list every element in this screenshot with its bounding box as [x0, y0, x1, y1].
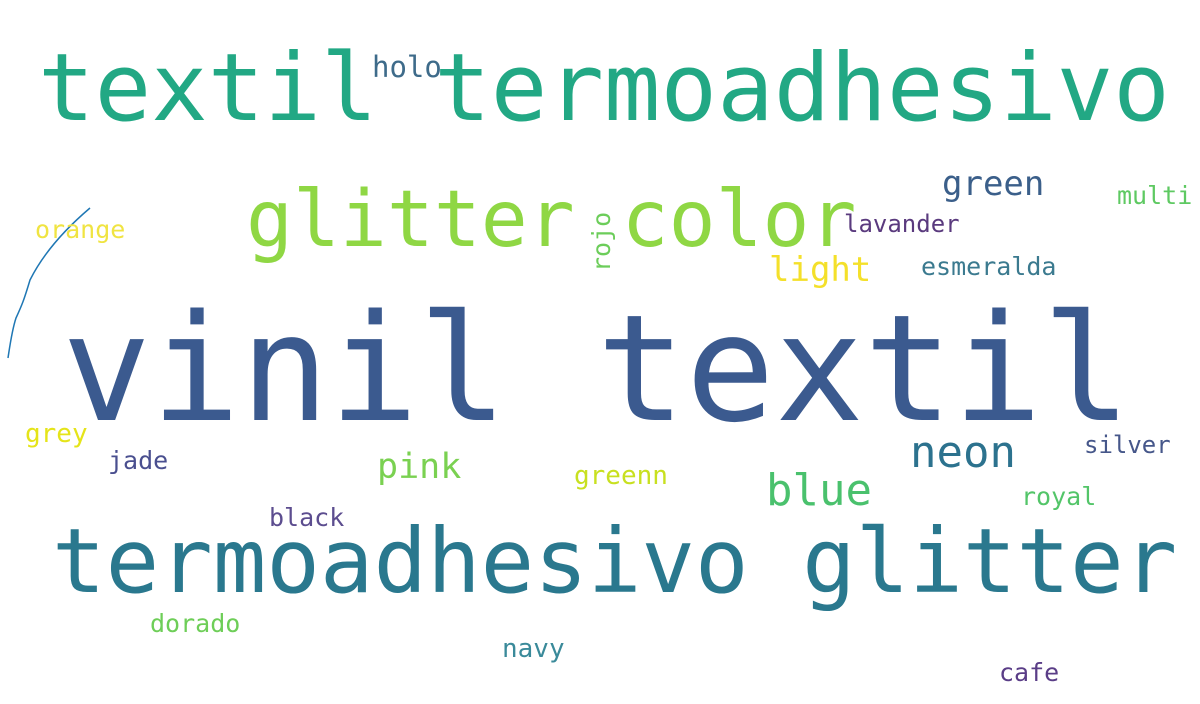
word: multi — [1117, 181, 1192, 210]
word: cafe — [999, 658, 1059, 687]
word: glitter color — [246, 175, 856, 265]
word: light — [769, 250, 871, 290]
word: orange — [35, 215, 125, 244]
word: blue — [766, 465, 872, 516]
word: greenn — [574, 461, 668, 491]
word: textil termoadhesivo — [38, 34, 1170, 143]
word: neon — [910, 427, 1016, 478]
word: vinil textil — [62, 283, 1131, 455]
word: green — [942, 164, 1044, 204]
word: grey — [25, 419, 88, 449]
word: jade — [108, 446, 168, 475]
word: black — [269, 503, 344, 532]
word: holo — [372, 50, 442, 84]
word: lavander — [844, 210, 960, 238]
word: termoadhesivo glitter — [52, 509, 1177, 613]
word: silver — [1084, 431, 1171, 459]
word: rojo — [587, 212, 616, 272]
word: esmeralda — [921, 252, 1056, 281]
stray-line — [7, 207, 91, 359]
word: pink — [377, 447, 461, 487]
word: dorado — [150, 609, 240, 638]
word: navy — [502, 634, 565, 664]
word: royal — [1021, 482, 1096, 511]
